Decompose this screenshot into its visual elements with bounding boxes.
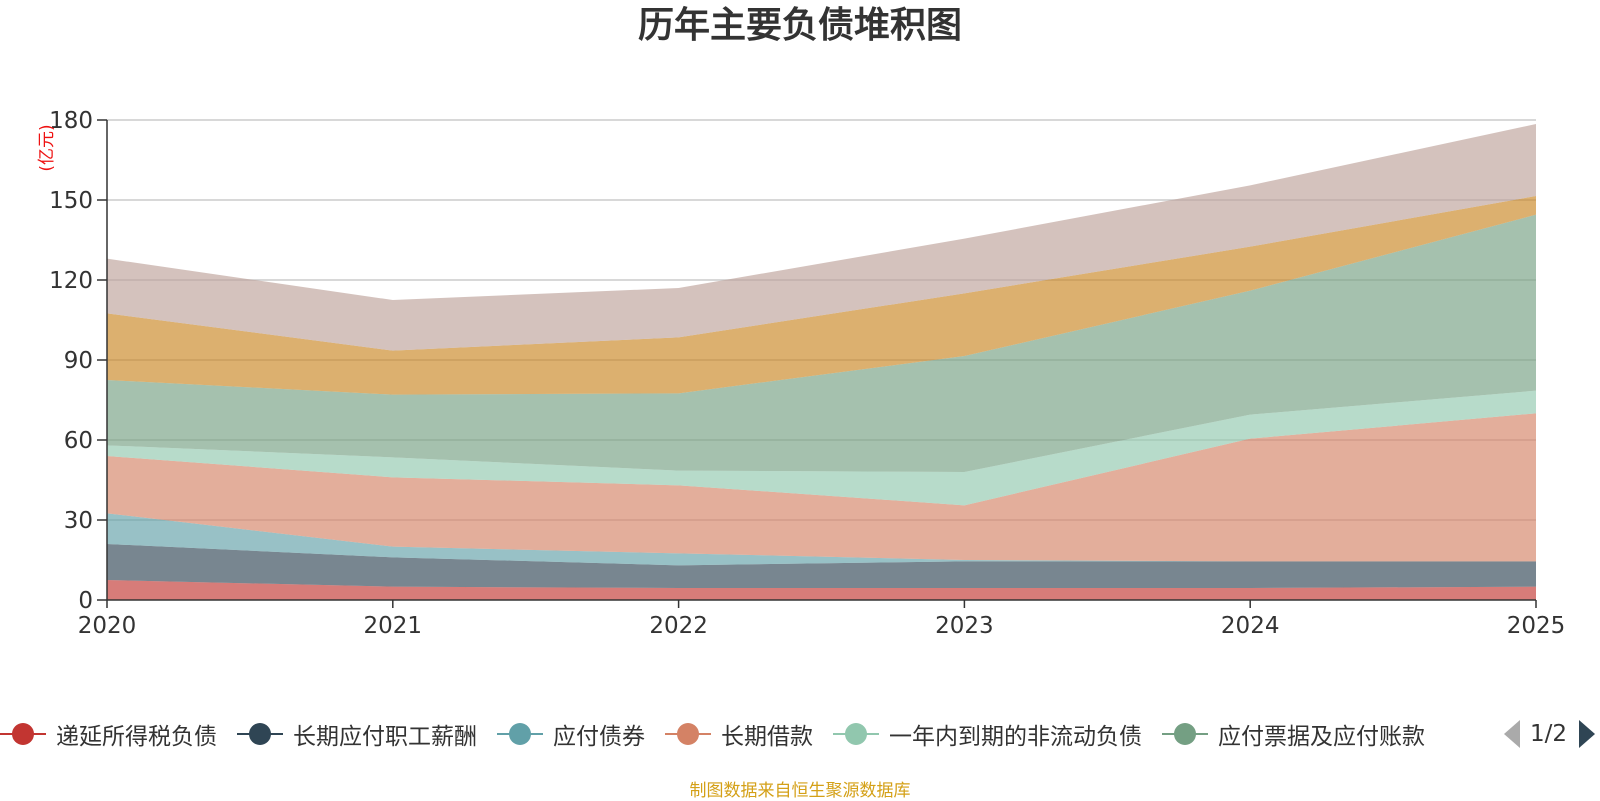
legend-pager: 1/2 bbox=[1500, 716, 1600, 752]
legend-item[interactable]: 应付债券 bbox=[497, 716, 645, 752]
data-source-note: 制图数据来自恒生聚源数据库 bbox=[689, 781, 911, 801]
legend-label: 长期应付职工薪酬 bbox=[293, 724, 477, 750]
area-series-4 bbox=[107, 413, 1536, 562]
legend-item[interactable]: 长期借款 bbox=[665, 716, 813, 752]
legend-label: 应付债券 bbox=[553, 724, 645, 750]
y-tick-label-180: 180 bbox=[49, 108, 93, 134]
area-series-2 bbox=[107, 544, 1536, 588]
legend-page-indicator: 1/2 bbox=[1530, 721, 1568, 747]
legend-label: 一年内到期的非流动负债 bbox=[889, 724, 1142, 750]
legend-item[interactable]: 一年内到期的非流动负债 bbox=[833, 716, 1142, 752]
legend-item[interactable]: 递延所得税负债 bbox=[0, 716, 217, 752]
x-tick-label-2020: 2020 bbox=[78, 613, 137, 639]
x-tick-label-2022: 2022 bbox=[649, 613, 708, 639]
legend-label: 应付票据及应付账款 bbox=[1218, 724, 1425, 750]
y-tick-label-90: 90 bbox=[64, 348, 93, 374]
y-tick-label-30: 30 bbox=[64, 508, 93, 534]
legend-marker-icon bbox=[833, 722, 879, 746]
chart-title: 历年主要负债堆积图 bbox=[637, 5, 962, 46]
legend-marker-icon bbox=[665, 722, 711, 746]
legend-item[interactable]: 长期应付职工薪酬 bbox=[237, 716, 477, 752]
y-tick-label-150: 150 bbox=[49, 188, 93, 214]
area-series-3 bbox=[107, 513, 1536, 566]
legend-marker-icon bbox=[497, 722, 543, 746]
y-tick-label-0: 0 bbox=[78, 588, 93, 614]
area-series-8 bbox=[107, 124, 1536, 351]
x-tick-label-2025: 2025 bbox=[1507, 613, 1566, 639]
area-series-1 bbox=[107, 580, 1536, 600]
legend-label: 长期借款 bbox=[721, 724, 813, 750]
legend: 递延所得税负债 长期应付职工薪酬 应付债券 长期借款 一年内到期的非流动负债 应付票据及应… bbox=[0, 716, 1490, 752]
legend-prev-page-icon[interactable] bbox=[1504, 720, 1520, 748]
legend-item[interactable]: 应付票据及应付账款 bbox=[1162, 716, 1425, 752]
legend-marker-icon bbox=[0, 722, 46, 746]
y-tick-label-120: 120 bbox=[49, 268, 93, 294]
y-axis-unit-label: (亿元) bbox=[37, 124, 57, 171]
area-series-6 bbox=[107, 214, 1536, 472]
x-tick-label-2024: 2024 bbox=[1221, 613, 1280, 639]
x-tick-label-2021: 2021 bbox=[364, 613, 423, 639]
legend-next-page-icon[interactable] bbox=[1579, 720, 1596, 748]
legend-label: 递延所得税负债 bbox=[56, 724, 217, 750]
area-chart: 0 30 60 90 120 150 180 2020 2021 2022 2023 2024 2025… bbox=[37, 108, 1566, 639]
area-series-5 bbox=[107, 390, 1536, 506]
area-series-7 bbox=[107, 196, 1536, 395]
legend-marker-icon bbox=[1162, 722, 1208, 746]
legend-marker-icon bbox=[237, 722, 283, 746]
x-tick-label-2023: 2023 bbox=[935, 613, 994, 639]
y-tick-label-60: 60 bbox=[64, 428, 93, 454]
